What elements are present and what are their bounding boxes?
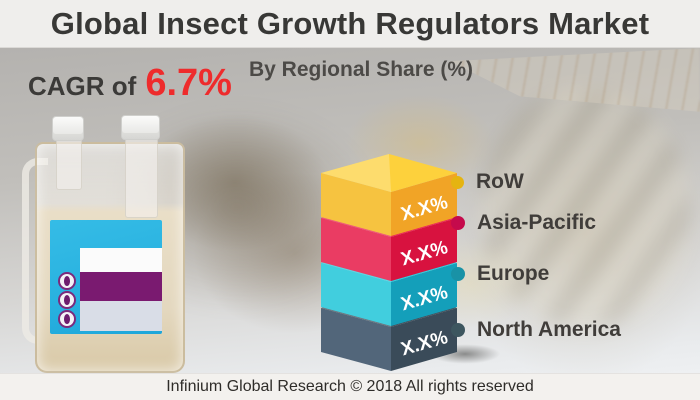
bottle-left-cap: [52, 116, 84, 141]
chart-subtitle: By Regional Share (%): [249, 58, 474, 81]
legend-dot: [451, 267, 465, 281]
bottle-right-cap: [121, 115, 160, 140]
insect-icon: [64, 295, 70, 305]
bee-abdomen-image: [480, 88, 690, 328]
insect-badge-icon: [58, 310, 76, 328]
title-bar: Global Insect Growth Regulators Market: [0, 0, 700, 48]
block-left-face: [321, 218, 391, 281]
block-front-face: [391, 173, 457, 236]
insect-badge-icon: [58, 291, 76, 309]
legend-dot: [451, 323, 465, 337]
chart-block-row: X.X%: [321, 154, 457, 236]
legend-label: RoW: [476, 170, 524, 193]
block-front-face: [391, 308, 457, 371]
legend-label: Europe: [477, 262, 550, 285]
label-purple-stripe: [80, 272, 162, 301]
page-title: Global Insect Growth Regulators Market: [50, 5, 650, 41]
regional-share-chart: X.X% X.X% X.X%: [321, 154, 457, 371]
cagr-value: 6.7%: [145, 62, 232, 104]
legend-item-row: Asia-Pacific: [450, 211, 596, 235]
block-top-face: [321, 154, 457, 192]
bottle-label: [50, 220, 162, 334]
scene-background: CAGR of 6.7% By Regional Share (%): [0, 48, 700, 373]
bottle-neck: [125, 138, 158, 218]
legend-item-row: North America: [450, 318, 621, 342]
legend-dot-icon: [451, 216, 465, 230]
legend-dot-icon: [451, 323, 465, 337]
legend-item-row: Europe: [450, 262, 549, 286]
cagr-callout: CAGR of 6.7%: [28, 62, 232, 105]
product-bottle-image: [16, 112, 188, 373]
legend-dot-icon: [451, 175, 464, 189]
block-left-face: [321, 308, 391, 371]
copyright-text: Infinium Global Research © 2018 All righ…: [166, 378, 534, 395]
footer: Infinium Global Research © 2018 All righ…: [0, 373, 700, 400]
bottle-dosing-chamber: [56, 138, 82, 190]
cagr-label: CAGR of: [28, 71, 137, 101]
label-white-stripe: [80, 248, 162, 272]
label-grey-stripe: [80, 301, 162, 331]
block-front-face: [391, 218, 457, 281]
chart-legend: RoW Asia-Pacific Europe North America: [450, 48, 690, 373]
block-left-face: [321, 173, 391, 236]
insect-badge-icon: [58, 272, 76, 290]
legend-label: Asia-Pacific: [477, 211, 597, 234]
legend-label: North America: [477, 318, 621, 341]
block-highlight: [321, 154, 391, 192]
block-front-face: [391, 263, 457, 326]
insect-icon: [64, 276, 70, 286]
block-left-face: [321, 263, 391, 326]
legend-dot: [451, 216, 465, 230]
legend-item-row: RoW: [450, 170, 524, 194]
legend-dot: [451, 175, 464, 189]
insect-icon: [64, 314, 70, 324]
legend-dot-icon: [451, 267, 465, 281]
